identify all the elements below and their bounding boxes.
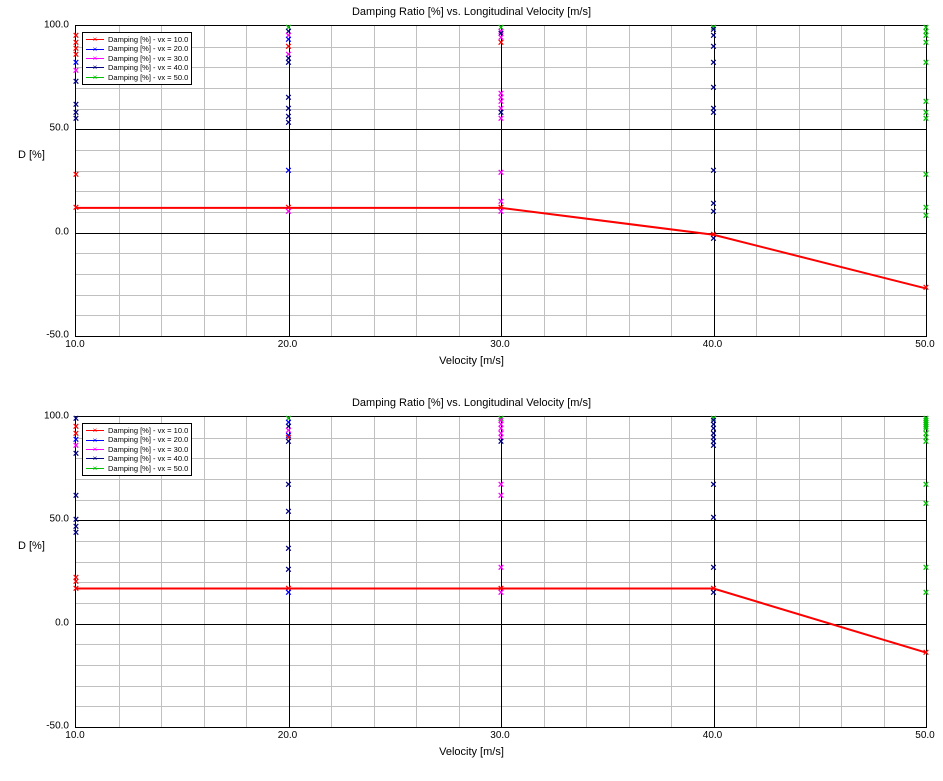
legend-label: Damping [%] - vx = 30.0 xyxy=(108,445,188,454)
legend: × Damping [%] - vx = 10.0 × Damping [%] - v… xyxy=(82,423,192,476)
legend-item: × Damping [%] - vx = 50.0 xyxy=(86,73,188,82)
chart-panel: Damping Ratio [%] vs. Longitudinal Veloc… xyxy=(0,391,943,781)
x-tick-label: 10.0 xyxy=(65,730,84,741)
legend-swatch: × xyxy=(86,49,104,50)
chart-panel: Damping Ratio [%] vs. Longitudinal Veloc… xyxy=(0,0,943,390)
legend-label: Damping [%] - vx = 10.0 xyxy=(108,426,188,435)
legend-swatch: × xyxy=(86,39,104,40)
legend-swatch: × xyxy=(86,77,104,78)
y-tick-label: 0.0 xyxy=(35,617,69,628)
x-tick-label: 20.0 xyxy=(278,339,297,350)
x-axis-label: Velocity [m/s] xyxy=(0,355,943,367)
legend-label: Damping [%] - vx = 30.0 xyxy=(108,54,188,63)
x-tick-label: 10.0 xyxy=(65,339,84,350)
x-tick-label: 20.0 xyxy=(278,730,297,741)
damping-line xyxy=(76,208,926,289)
legend-label: Damping [%] - vx = 20.0 xyxy=(108,44,188,53)
legend-label: Damping [%] - vx = 40.0 xyxy=(108,454,188,463)
series-svg xyxy=(76,417,926,727)
legend-item: × Damping [%] - vx = 20.0 xyxy=(86,435,188,444)
legend-swatch: × xyxy=(86,430,104,431)
legend: × Damping [%] - vx = 10.0 × Damping [%] - v… xyxy=(82,32,192,85)
y-tick-label: 100.0 xyxy=(35,20,69,31)
legend-item: × Damping [%] - vx = 40.0 xyxy=(86,454,188,463)
y-axis-label: D [%] xyxy=(18,149,45,161)
legend-item: × Damping [%] - vx = 20.0 xyxy=(86,44,188,53)
legend-swatch: × xyxy=(86,58,104,59)
legend-item: × Damping [%] - vx = 30.0 xyxy=(86,445,188,454)
legend-swatch: × xyxy=(86,468,104,469)
legend-label: Damping [%] - vx = 50.0 xyxy=(108,464,188,473)
legend-label: Damping [%] - vx = 10.0 xyxy=(108,35,188,44)
x-tick-label: 30.0 xyxy=(490,339,509,350)
damping-line xyxy=(76,589,926,653)
y-tick-label: 50.0 xyxy=(35,514,69,525)
legend-item: × Damping [%] - vx = 50.0 xyxy=(86,464,188,473)
x-tick-label: 40.0 xyxy=(703,730,722,741)
plot-area: ××××××××××××××××××××××××××××××××××××××××… xyxy=(75,416,927,728)
y-tick-label: -50.0 xyxy=(35,330,69,341)
legend-swatch: × xyxy=(86,449,104,450)
legend-marker-icon: × xyxy=(93,464,98,474)
legend-swatch: × xyxy=(86,458,104,459)
y-tick-label: 100.0 xyxy=(35,411,69,422)
legend-label: Damping [%] - vx = 20.0 xyxy=(108,435,188,444)
plot-area: ××××××××××××××××××××××××××××××××××××××××… xyxy=(75,25,927,337)
legend-item: × Damping [%] - vx = 40.0 xyxy=(86,63,188,72)
chart-title: Damping Ratio [%] vs. Longitudinal Veloc… xyxy=(0,6,943,18)
legend-item: × Damping [%] - vx = 10.0 xyxy=(86,426,188,435)
series-svg xyxy=(76,26,926,336)
y-axis-label: D [%] xyxy=(18,540,45,552)
legend-label: Damping [%] - vx = 40.0 xyxy=(108,63,188,72)
x-tick-label: 40.0 xyxy=(703,339,722,350)
x-tick-label: 50.0 xyxy=(915,730,934,741)
y-tick-label: 0.0 xyxy=(35,226,69,237)
x-tick-label: 50.0 xyxy=(915,339,934,350)
legend-marker-icon: × xyxy=(93,73,98,83)
y-tick-label: -50.0 xyxy=(35,721,69,732)
y-tick-label: 50.0 xyxy=(35,123,69,134)
legend-swatch: × xyxy=(86,67,104,68)
x-tick-label: 30.0 xyxy=(490,730,509,741)
chart-title: Damping Ratio [%] vs. Longitudinal Veloc… xyxy=(0,397,943,409)
legend-swatch: × xyxy=(86,440,104,441)
legend-item: × Damping [%] - vx = 10.0 xyxy=(86,35,188,44)
legend-item: × Damping [%] - vx = 30.0 xyxy=(86,54,188,63)
legend-label: Damping [%] - vx = 50.0 xyxy=(108,73,188,82)
x-axis-label: Velocity [m/s] xyxy=(0,746,943,758)
